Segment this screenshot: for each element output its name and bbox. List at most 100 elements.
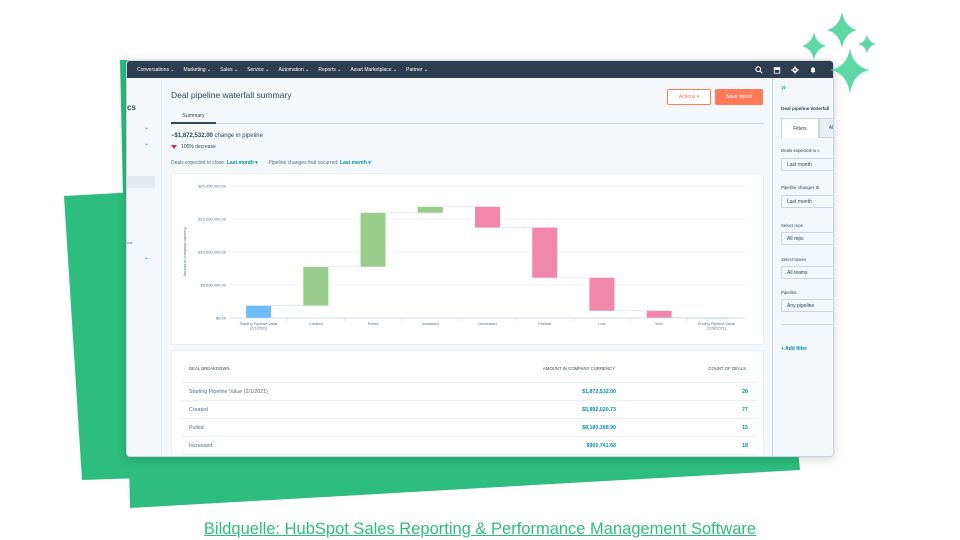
filter-pipeline-select[interactable]: Any pipeline <box>781 299 833 312</box>
report-main: Deal pipeline waterfall summary Actions … <box>162 78 772 456</box>
settings-icon[interactable] <box>791 65 799 74</box>
y-tick-label: $15,000,000.00 <box>198 217 227 222</box>
row-amount[interactable]: $5,892,020.73 <box>582 407 616 413</box>
x-tick-label: Decreased <box>478 322 496 326</box>
chevron-down-icon[interactable]: ⌄ <box>144 125 150 131</box>
filter-reps-select[interactable]: All reps <box>781 232 833 245</box>
changes-filter-dropdown[interactable]: Last month ▾ <box>339 160 371 166</box>
filter-pipeline-changes-select[interactable]: Last month <box>781 195 833 208</box>
row-count[interactable]: 77 <box>742 407 748 413</box>
row-amount[interactable]: $8,180,368.90 <box>582 425 616 431</box>
x-tick-label: Starting Pipeline Value <box>240 322 278 326</box>
deal-breakdown-table: DEAL BREAKDOWN AMOUNT IN COMPANY CURRENC… <box>171 350 764 456</box>
column-header-breakdown: DEAL BREAKDOWN <box>189 366 230 371</box>
waterfall-bar <box>360 212 386 267</box>
row-label: Increased <box>189 443 213 449</box>
y-axis-label: Amount in company currency <box>183 227 187 276</box>
x-tick-label: Ending Pipeline Value <box>698 322 735 326</box>
waterfall-chart-card: $0.00 $5,000,000.00 $10,000,000.00 $15,000,… <box>171 173 764 345</box>
chevron-down-icon[interactable]: ⌄ <box>144 255 150 261</box>
sparkle-icon <box>830 48 870 94</box>
filter-panel-tabs: Filters Al <box>781 118 833 138</box>
nav-sales[interactable]: Sales ⌄ <box>220 66 239 73</box>
notifications-icon[interactable] <box>809 66 817 74</box>
filter-panel-title: Deal pipeline waterfall <box>781 106 830 111</box>
report-tabs: Summary <box>171 109 764 124</box>
waterfall-bar <box>246 305 272 318</box>
filter-label: Deals expected to c <box>781 148 820 153</box>
row-label: Starting Pipeline Value (2/1/2021) <box>189 389 268 395</box>
filter-divider <box>781 324 833 325</box>
nav-service[interactable]: Service ⌄ <box>247 66 270 73</box>
row-label: Created <box>189 407 208 413</box>
y-tick-label: $5,000,000.00 <box>200 283 226 288</box>
search-icon[interactable] <box>755 65 763 74</box>
pipeline-change: −$1,872,532.00 change in pipeline <box>171 133 263 139</box>
sparkle-icon <box>827 12 857 48</box>
y-tick-label: $10,000,000.00 <box>198 250 227 255</box>
sidebar-title-fragment: cs <box>127 103 136 112</box>
actions-button[interactable]: Actions ▾ <box>667 89 711 105</box>
table-row: Created $5,892,020.73 77 <box>181 400 756 418</box>
filter-label: Select reps <box>781 223 803 228</box>
filter-teams-select[interactable]: All teams <box>781 266 833 279</box>
filter-label: Select teams <box>781 257 807 262</box>
nav-asset-marketplace[interactable]: Asset Marketplace ⌄ <box>350 66 398 73</box>
y-tick-label: $20,000,000.00 <box>198 184 227 189</box>
add-filter-link[interactable]: + Add filter <box>781 346 808 352</box>
row-count[interactable]: 18 <box>742 443 748 449</box>
waterfall-bar <box>475 206 500 228</box>
table-row-partial <box>181 454 756 456</box>
top-navigation-bar: Conversations ⌄ Marketing ⌄ Sales ⌄ Serv… <box>127 61 833 78</box>
waterfall-bar <box>646 310 672 318</box>
x-tick-label: (2/1/2021) <box>250 327 268 331</box>
sidebar-hint-fragment: ost <box>127 240 133 245</box>
nav-reports[interactable]: Reports ⌄ <box>318 66 342 73</box>
marketplace-icon[interactable] <box>773 66 781 74</box>
app-window: Conversations ⌄ Marketing ⌄ Sales ⌄ Serv… <box>126 60 834 457</box>
tab-summary[interactable]: Summary <box>171 109 216 124</box>
left-sidebar: cs ⌄ ⌄ ost ⌄ <box>127 78 162 456</box>
nav-conversations[interactable]: Conversations ⌄ <box>137 66 175 73</box>
column-header-amount[interactable]: AMOUNT IN COMPANY CURRENCY <box>542 366 615 371</box>
x-tick-label: Won <box>655 322 663 326</box>
change-text: change in pipeline <box>212 133 263 139</box>
quick-filters: Deals expected to close: Last month ▾ Pi… <box>171 160 371 166</box>
column-header-count[interactable]: COUNT OF DEALS <box>708 366 746 371</box>
waterfall-chart: $0.00 $5,000,000.00 $10,000,000.00 $15,000,… <box>183 184 745 331</box>
x-tick-label: (2/28/2021) <box>707 327 727 331</box>
waterfall-bar <box>417 206 443 213</box>
sidebar-selected-item[interactable] <box>127 176 155 188</box>
sparkle-icon <box>802 32 826 60</box>
decrease-indicator: 100% decrease <box>171 144 216 150</box>
waterfall-bar <box>589 277 615 311</box>
image-source-link[interactable]: Bildquelle: HubSpot Sales Reporting & Pe… <box>203 520 757 538</box>
x-tick-label: Pushed <box>538 322 551 326</box>
nav-icon-group <box>755 61 817 78</box>
row-count[interactable]: 15 <box>742 425 748 431</box>
table-row: Starting Pipeline Value (2/1/2021) $1,87… <box>181 382 756 400</box>
filter-close-date-select[interactable]: Last month <box>781 158 833 171</box>
nav-partner[interactable]: Partner ⌄ <box>406 66 429 73</box>
nav-automation[interactable]: Automation ⌄ <box>278 66 310 73</box>
nav-marketing[interactable]: Marketing ⌄ <box>183 66 212 73</box>
save-report-button[interactable]: Save report <box>715 89 763 105</box>
x-tick-label: Lost <box>598 322 606 326</box>
decrease-text: 100% decrease <box>181 144 216 150</box>
table-row: Pulled $8,180,368.90 15 <box>181 418 756 436</box>
tab-all[interactable]: Al <box>819 118 833 138</box>
x-tick-label: Increased <box>422 322 439 326</box>
row-amount[interactable]: $905,741.68 <box>586 443 616 449</box>
x-tick-label: Pulled <box>368 322 379 326</box>
row-amount[interactable]: $1,872,532.00 <box>582 389 616 395</box>
table-row: Increased $905,741.68 18 <box>181 436 756 454</box>
close-filter-dropdown[interactable]: Last month ▾ <box>226 160 258 166</box>
row-count[interactable]: 20 <box>742 389 748 395</box>
tab-filters[interactable]: Filters <box>781 118 819 138</box>
row-label: Pulled <box>189 425 204 431</box>
expand-panel-icon[interactable]: » <box>781 82 787 92</box>
down-arrow-icon <box>171 144 177 149</box>
filter-panel: » Deal pipeline waterfall Filters Al Dea… <box>772 78 833 456</box>
chevron-down-icon[interactable]: ⌄ <box>144 141 150 147</box>
